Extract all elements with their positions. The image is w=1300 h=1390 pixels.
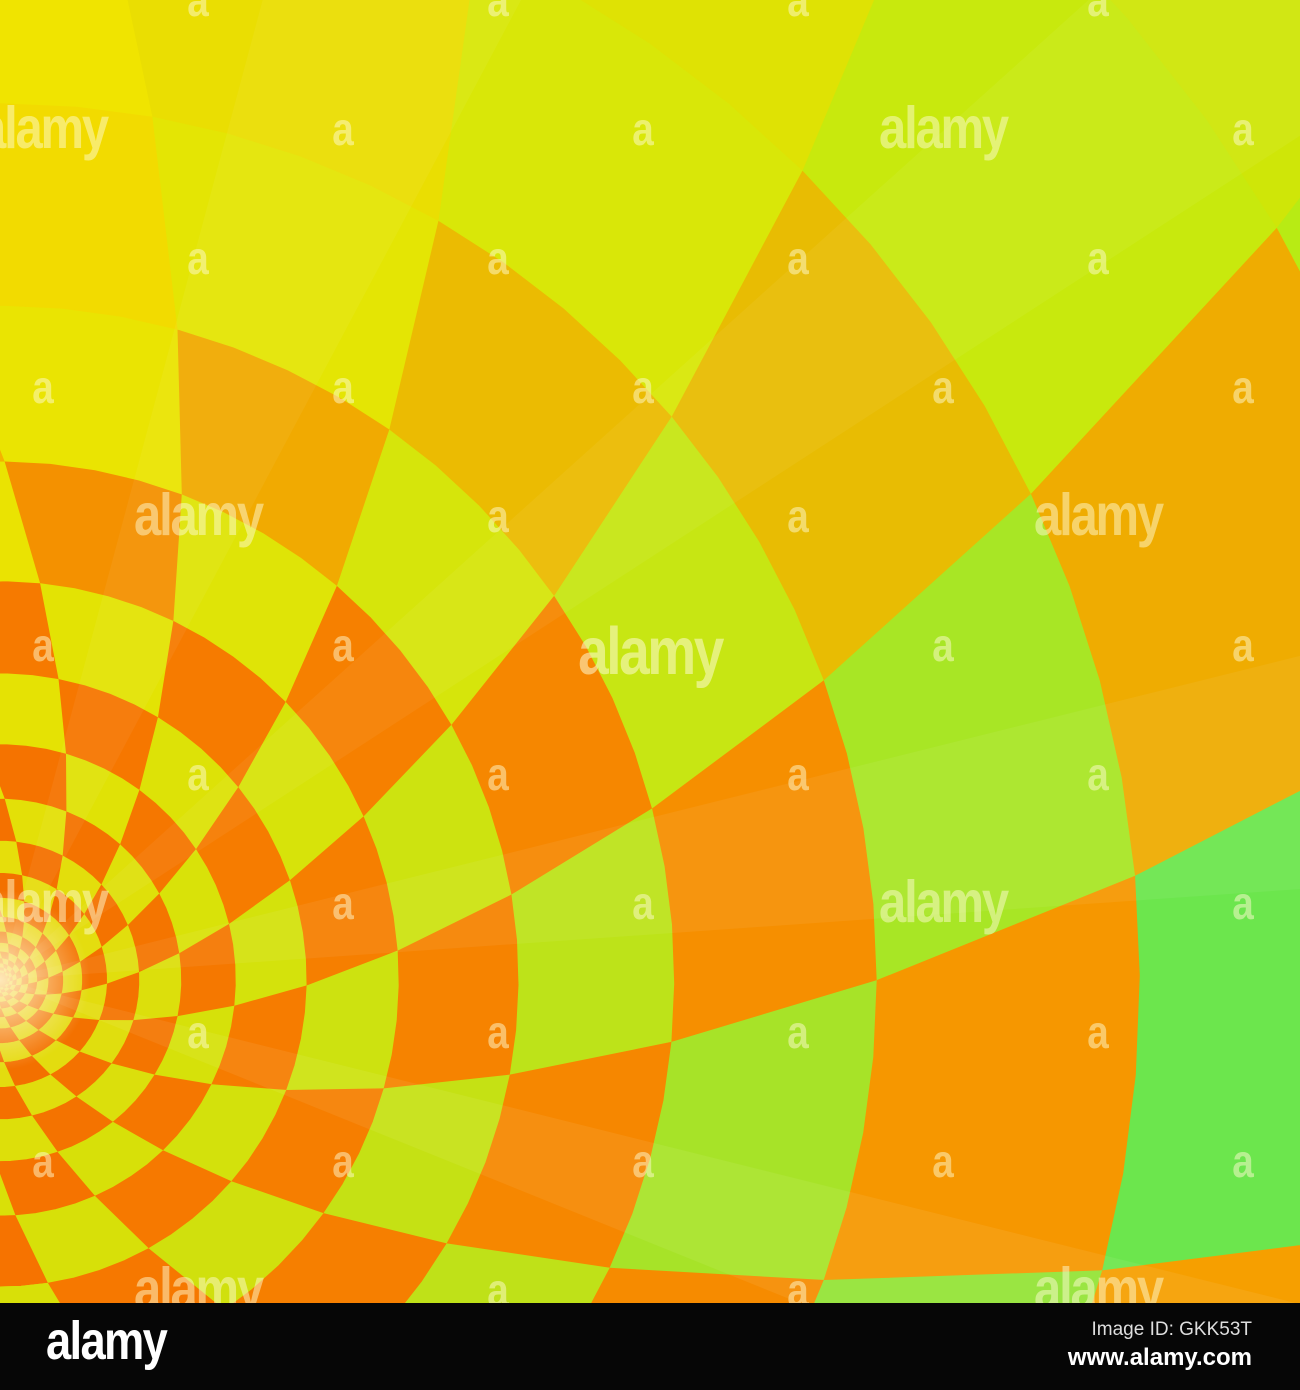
- website-text: www.alamy.com: [1067, 1344, 1252, 1371]
- abstract-fractal-artwork: aaaaalamyaaalamyaaaaaaaaaaalamyaaalamyaa…: [0, 0, 1300, 1303]
- footer-bar: alamy Image ID: GKK53T www.alamy.com: [0, 1303, 1300, 1390]
- footer-info: Image ID: GKK53T www.alamy.com: [1068, 1320, 1252, 1370]
- alamy-logo: alamy: [46, 1311, 168, 1371]
- image-id-text: Image ID: GKK53T: [1091, 1319, 1252, 1340]
- fractal-spiral-canvas: [0, 0, 1300, 1303]
